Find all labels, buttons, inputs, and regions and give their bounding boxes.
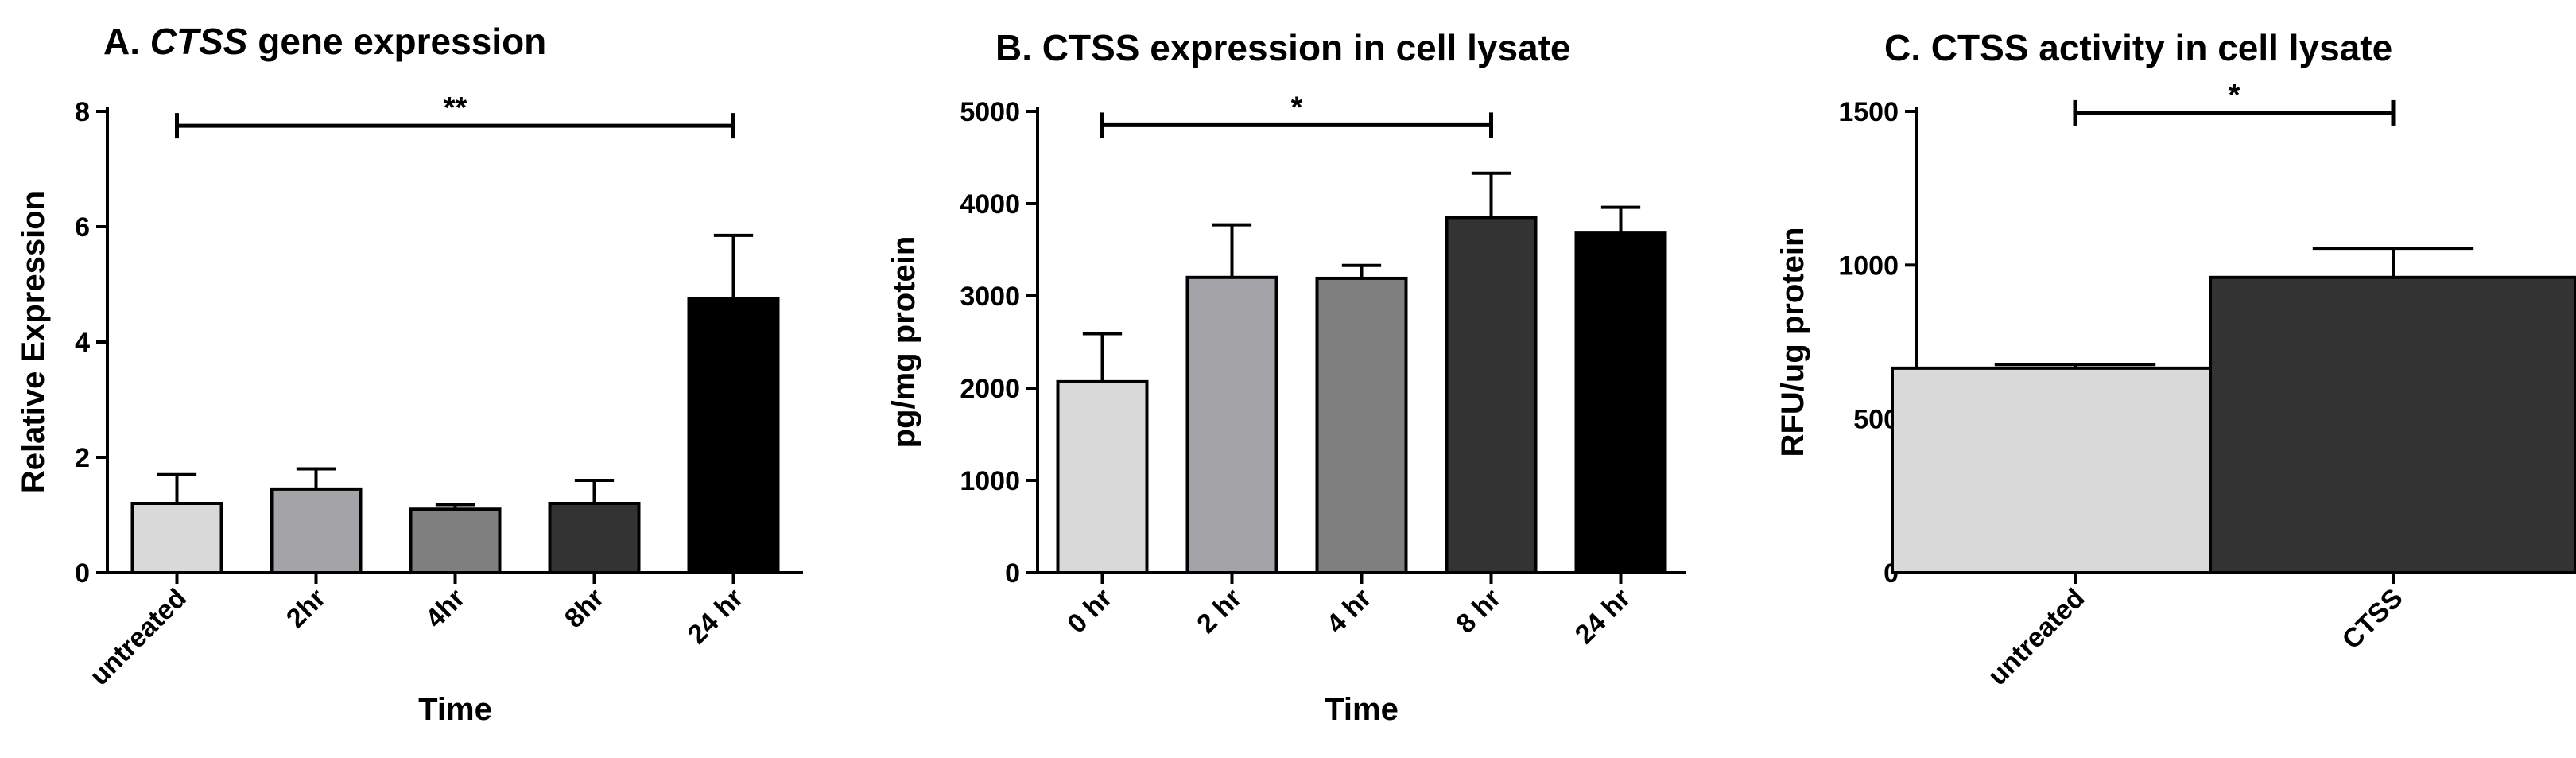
bar-8hr: [548, 502, 641, 574]
panel-letter: A.: [103, 21, 150, 62]
y-tick-label: 1000: [1838, 251, 1899, 281]
title-text: CTSS expression in cell lysate: [1042, 27, 1571, 68]
bar-24-hr: [687, 297, 780, 574]
bar-untreated: [1891, 366, 2260, 574]
y-tick-label: 0: [75, 558, 90, 589]
panel-letter: C.: [1884, 27, 1931, 68]
y-tick-label: 3000: [960, 282, 1020, 312]
chart-title: A. CTSS gene expression: [103, 21, 546, 62]
chart-title: B. CTSS expression in cell lysate: [995, 27, 1571, 68]
significance-label: *: [2229, 79, 2240, 112]
title-text: gene expression: [247, 21, 546, 62]
chart-panel-a: A. CTSS gene expression 0 2 4 6 8 Relative Exp…: [16, 21, 803, 727]
x-tick-label: untreated: [84, 583, 192, 691]
x-tick-label: untreated: [1982, 583, 2090, 691]
y-tick-label: 8: [75, 97, 90, 127]
panel-letter: B.: [995, 27, 1042, 68]
significance-label: **: [444, 91, 467, 125]
x-tick-label: 8hr: [559, 583, 610, 634]
chart-panel-b: B. CTSS expression in cell lysate 0 1000 20…: [886, 27, 1686, 727]
bar-24-hr: [1574, 231, 1667, 574]
y-tick-label: 4000: [960, 189, 1020, 220]
y-axis-label: pg/mg protein: [886, 236, 921, 449]
bar-0-hr: [1056, 379, 1149, 574]
x-tick-label: 4hr: [420, 583, 471, 634]
bar-ctss: [2209, 275, 2576, 574]
x-tick-label: 24 hr: [1569, 583, 1636, 650]
bar-2-hr: [1185, 275, 1278, 574]
x-tick-label: 24 hr: [682, 583, 749, 650]
x-tick-label: 4 hr: [1321, 583, 1377, 639]
y-tick-label: 4: [75, 328, 90, 358]
bar-8-hr: [1445, 216, 1538, 574]
y-tick-label: 0: [1005, 558, 1020, 589]
y-tick-label: 2000: [960, 374, 1020, 404]
title-gene-italic: CTSS: [150, 21, 248, 62]
y-axis-label: RFU/ug protein: [1775, 227, 1810, 457]
bar-4-hr: [1315, 276, 1408, 574]
bar-untreated: [130, 502, 223, 574]
x-tick-label: CTSS: [2337, 583, 2409, 655]
x-tick-label: 0 hr: [1061, 583, 1118, 639]
chart-title: C. CTSS activity in cell lysate: [1884, 27, 2392, 68]
title-text: CTSS activity in cell lysate: [1931, 27, 2392, 68]
x-axis-label: Time: [1325, 692, 1399, 727]
x-tick-label: 8 hr: [1450, 583, 1507, 639]
bar-4hr: [409, 507, 502, 574]
y-tick-label: 1000: [960, 466, 1020, 496]
y-tick-label: 1500: [1838, 97, 1899, 127]
significance-label: *: [1291, 91, 1303, 124]
chart-panel-c: C. CTSS activity in cell lysate050010001…: [1775, 27, 2576, 691]
y-tick-label: 5000: [960, 97, 1020, 127]
bar-2hr: [270, 487, 363, 574]
y-tick-label: 6: [75, 212, 90, 243]
y-axis-label: Relative Expression: [16, 191, 51, 493]
x-tick-label: 2 hr: [1191, 583, 1247, 639]
x-axis-label: Time: [418, 692, 492, 727]
x-tick-label: 2hr: [281, 583, 332, 634]
y-tick-label: 2: [75, 443, 90, 473]
